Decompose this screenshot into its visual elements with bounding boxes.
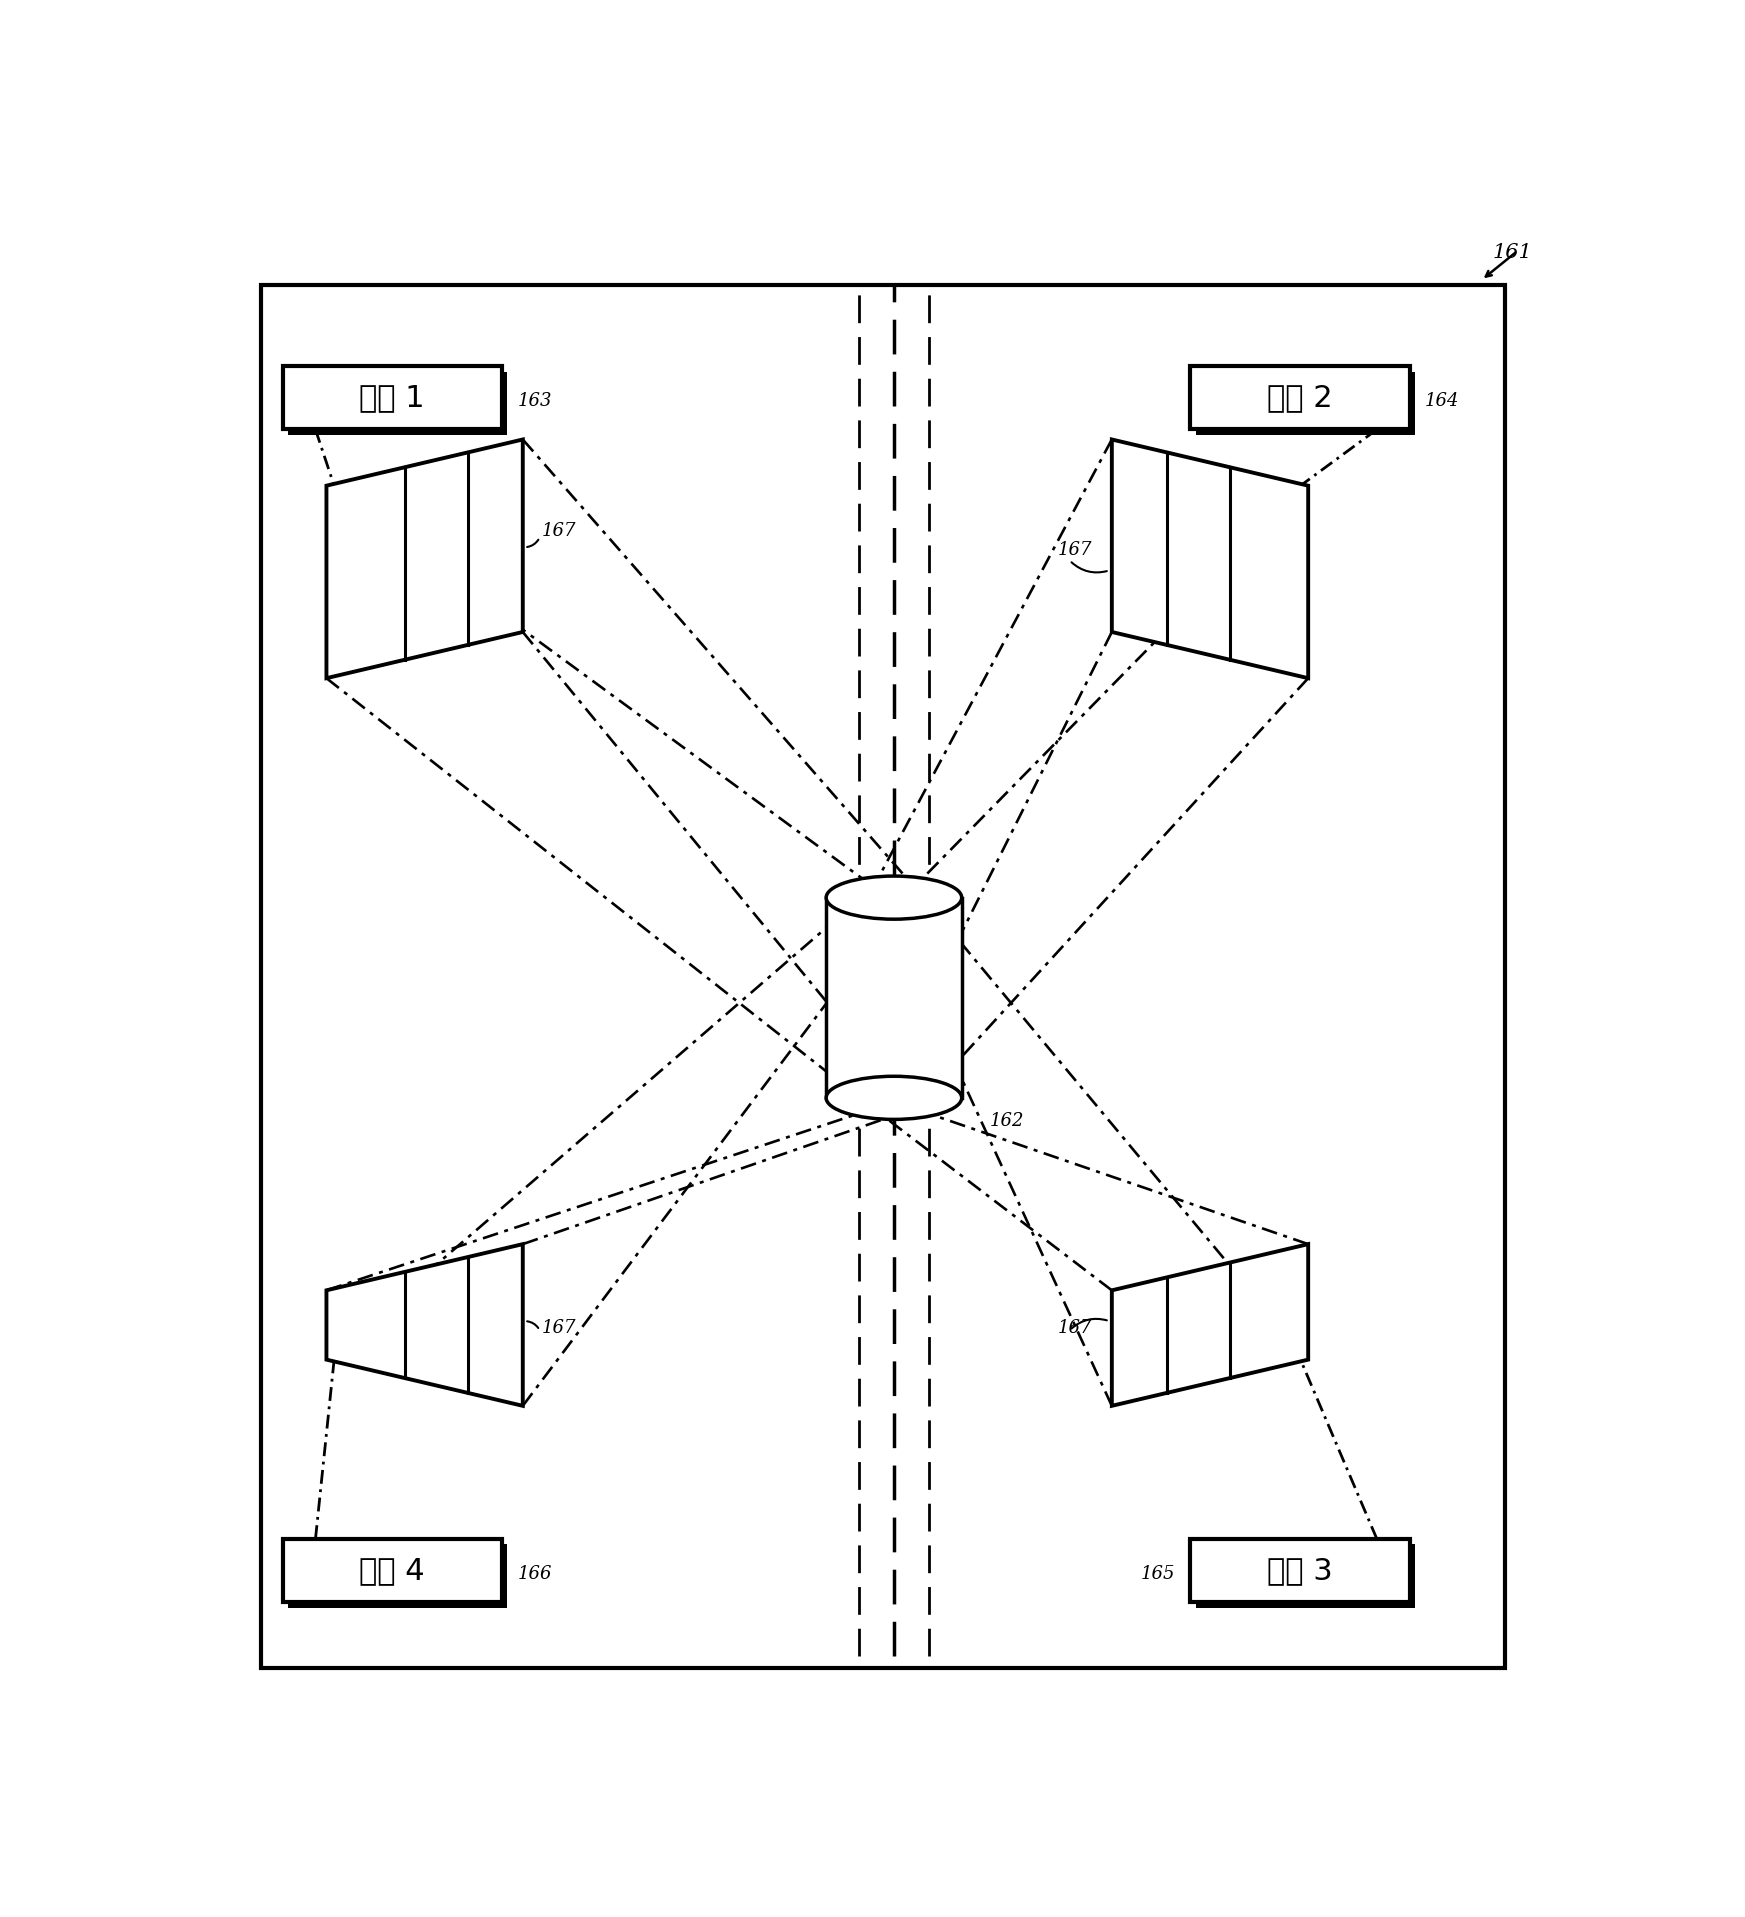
Polygon shape (326, 439, 524, 679)
Ellipse shape (825, 1075, 961, 1120)
Text: 167: 167 (1057, 541, 1092, 560)
Bar (283, 1539, 503, 1603)
Polygon shape (1112, 439, 1309, 679)
Text: 166: 166 (518, 1564, 551, 1583)
Text: 167: 167 (543, 521, 576, 541)
Text: 相机 1: 相机 1 (359, 383, 426, 412)
Text: 相机 3: 相机 3 (1267, 1557, 1333, 1585)
Bar (283, 366, 503, 429)
Text: 163: 163 (518, 393, 551, 410)
Bar (1195, 372, 1415, 435)
Text: 167: 167 (1057, 1319, 1092, 1336)
Ellipse shape (825, 876, 961, 918)
Text: 161: 161 (1492, 243, 1532, 263)
Text: 相机 4: 相机 4 (359, 1557, 426, 1585)
Text: 164: 164 (1426, 393, 1461, 410)
Text: 167: 167 (543, 1319, 576, 1336)
Bar (1190, 366, 1410, 429)
Text: 相机 2: 相机 2 (1267, 383, 1333, 412)
Bar (288, 372, 508, 435)
Bar (1190, 1539, 1410, 1603)
Polygon shape (326, 1244, 524, 1405)
Text: 165: 165 (1141, 1564, 1174, 1583)
Bar (825, 897, 961, 1098)
Bar (288, 1545, 508, 1608)
Polygon shape (1112, 1244, 1309, 1405)
Text: 162: 162 (989, 1112, 1024, 1129)
Bar (1195, 1545, 1415, 1608)
